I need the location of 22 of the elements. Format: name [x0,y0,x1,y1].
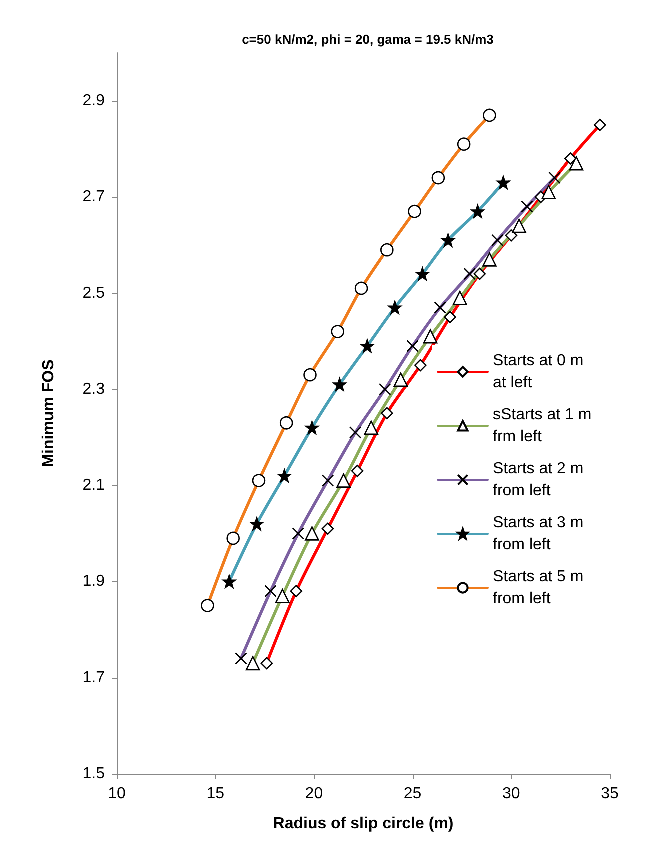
legend-label: Starts at 3 m from left [493,514,588,554]
y-tick-label: 2.1 [82,477,106,494]
x-tick-label: 20 [305,786,324,802]
x-tick-label: 35 [601,786,619,802]
legend-label: Starts at 2 m from left [493,460,588,500]
y-tick-label: 2.7 [82,188,106,206]
legend-label: Starts at 0 m at left [493,352,588,392]
x-tick-label: 10 [108,786,126,802]
y-tick-label: 2.3 [82,380,106,398]
y-axis-title: Minimum FOS [40,359,58,468]
legend-label: Starts at 5 m from left [493,568,588,608]
x-tick-label: 30 [502,786,520,802]
x-tick-label: 15 [206,786,225,802]
y-tick-label: 1.9 [82,573,106,590]
y-tick-label: 2.5 [82,284,106,302]
y-tick-label: 1.5 [82,766,106,782]
chart-title: c=50 kN/m2, phi = 20, gama = 19.5 kN/m3 [242,32,494,47]
x-tick-label: 25 [404,786,422,802]
x-axis-title: Radius of slip circle (m) [273,816,454,832]
legend-label: sStarts at 1 m frm left [493,406,596,446]
y-tick-label: 1.7 [82,669,106,686]
y-tick-label: 2.9 [82,92,106,110]
